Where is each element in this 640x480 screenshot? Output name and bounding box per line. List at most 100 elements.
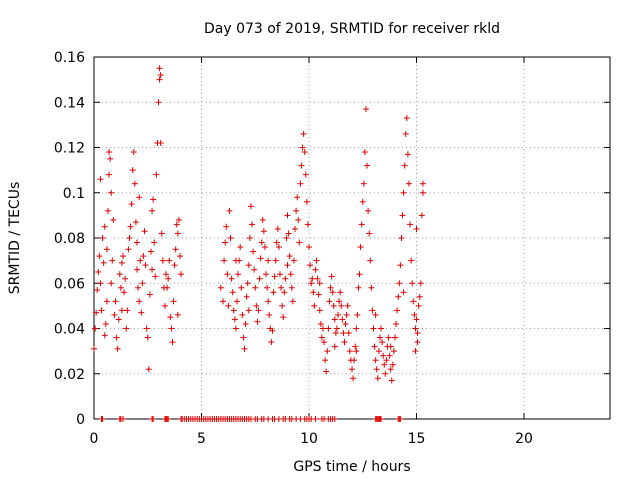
data-point xyxy=(278,284,285,291)
data-point xyxy=(264,284,271,291)
data-point xyxy=(317,320,324,327)
data-point xyxy=(126,235,133,241)
data-point xyxy=(340,330,347,337)
data-point xyxy=(304,221,311,228)
data-point xyxy=(235,271,242,278)
data-point xyxy=(413,225,420,232)
data-point xyxy=(364,162,371,169)
data-point xyxy=(328,273,335,280)
x-tick-label: 0 xyxy=(90,431,99,447)
data-point xyxy=(97,176,104,183)
data-point xyxy=(221,257,228,264)
x-tick-label: 10 xyxy=(300,431,318,447)
data-point xyxy=(375,348,382,355)
data-point xyxy=(132,219,139,226)
data-point xyxy=(96,253,103,260)
data-point xyxy=(392,334,398,341)
data-point xyxy=(400,289,407,296)
data-point xyxy=(166,257,173,264)
data-point xyxy=(417,280,424,287)
data-point xyxy=(251,266,258,273)
data-point xyxy=(313,257,320,264)
data-point xyxy=(371,343,378,350)
data-point xyxy=(94,287,101,294)
data-point xyxy=(225,302,232,309)
data-point xyxy=(272,257,279,264)
data-point xyxy=(92,325,99,332)
data-point xyxy=(297,180,304,187)
data-point xyxy=(108,189,115,196)
data-point xyxy=(260,228,267,235)
data-point xyxy=(292,225,299,232)
data-point xyxy=(350,375,357,382)
data-point xyxy=(244,280,251,287)
data-point xyxy=(409,280,416,287)
data-point xyxy=(170,298,177,305)
data-point xyxy=(116,271,123,278)
data-point xyxy=(396,280,403,287)
zero-data-point xyxy=(165,416,172,422)
data-point xyxy=(418,212,425,219)
data-point xyxy=(306,244,312,251)
data-point xyxy=(296,239,303,246)
data-point xyxy=(403,115,410,122)
data-point xyxy=(310,289,317,296)
data-point xyxy=(299,144,306,151)
data-point xyxy=(390,348,397,355)
data-point xyxy=(389,361,396,368)
data-point xyxy=(254,318,261,325)
data-point xyxy=(413,316,420,323)
data-point xyxy=(410,298,417,305)
data-point xyxy=(161,302,168,309)
data-point xyxy=(335,311,342,318)
data-point xyxy=(222,239,229,246)
data-point xyxy=(118,259,125,266)
data-point xyxy=(388,377,395,384)
data-point xyxy=(285,230,292,237)
data-point xyxy=(303,198,310,205)
data-point xyxy=(365,207,372,214)
data-point xyxy=(379,339,386,346)
data-point xyxy=(134,266,140,273)
data-point xyxy=(101,223,108,230)
data-point xyxy=(322,357,329,364)
y-tick-label: 0.12 xyxy=(54,141,85,157)
data-point xyxy=(232,325,239,332)
y-tick-label: 0.14 xyxy=(54,95,85,111)
data-point xyxy=(416,293,423,300)
data-point xyxy=(131,180,138,187)
data-point xyxy=(155,99,162,106)
data-point xyxy=(153,171,160,178)
data-point xyxy=(250,248,257,255)
data-point xyxy=(253,302,260,309)
data-point xyxy=(380,352,387,359)
data-point xyxy=(152,273,159,280)
data-point xyxy=(381,361,388,368)
data-point xyxy=(412,348,419,355)
data-point xyxy=(339,316,346,323)
data-point xyxy=(311,302,318,309)
data-point xyxy=(281,289,288,296)
data-point xyxy=(156,76,163,83)
data-point xyxy=(242,320,249,327)
data-point xyxy=(408,257,415,264)
data-point xyxy=(106,171,113,178)
data-point xyxy=(255,307,262,314)
data-point xyxy=(321,339,328,346)
data-point xyxy=(407,221,414,228)
data-point xyxy=(243,293,250,300)
data-point xyxy=(302,171,309,178)
data-point xyxy=(139,280,146,287)
axis-ticks: 0 5 10 15 20 0 0.02 0.04 0.06 0.08 0.1 0.12 0.14 0.16 xyxy=(54,50,610,447)
data-point xyxy=(134,239,140,246)
data-point xyxy=(138,309,145,316)
y-tick-label: 0.06 xyxy=(54,276,85,292)
data-point xyxy=(226,207,233,214)
data-point xyxy=(342,320,349,327)
data-point xyxy=(308,280,315,287)
data-point xyxy=(316,280,323,287)
data-point xyxy=(369,307,376,314)
data-point xyxy=(383,357,390,364)
y-tick-label: 0 xyxy=(76,412,85,428)
chart-title: Day 073 of 2019, SRMTID for receiver rkl… xyxy=(204,21,500,37)
